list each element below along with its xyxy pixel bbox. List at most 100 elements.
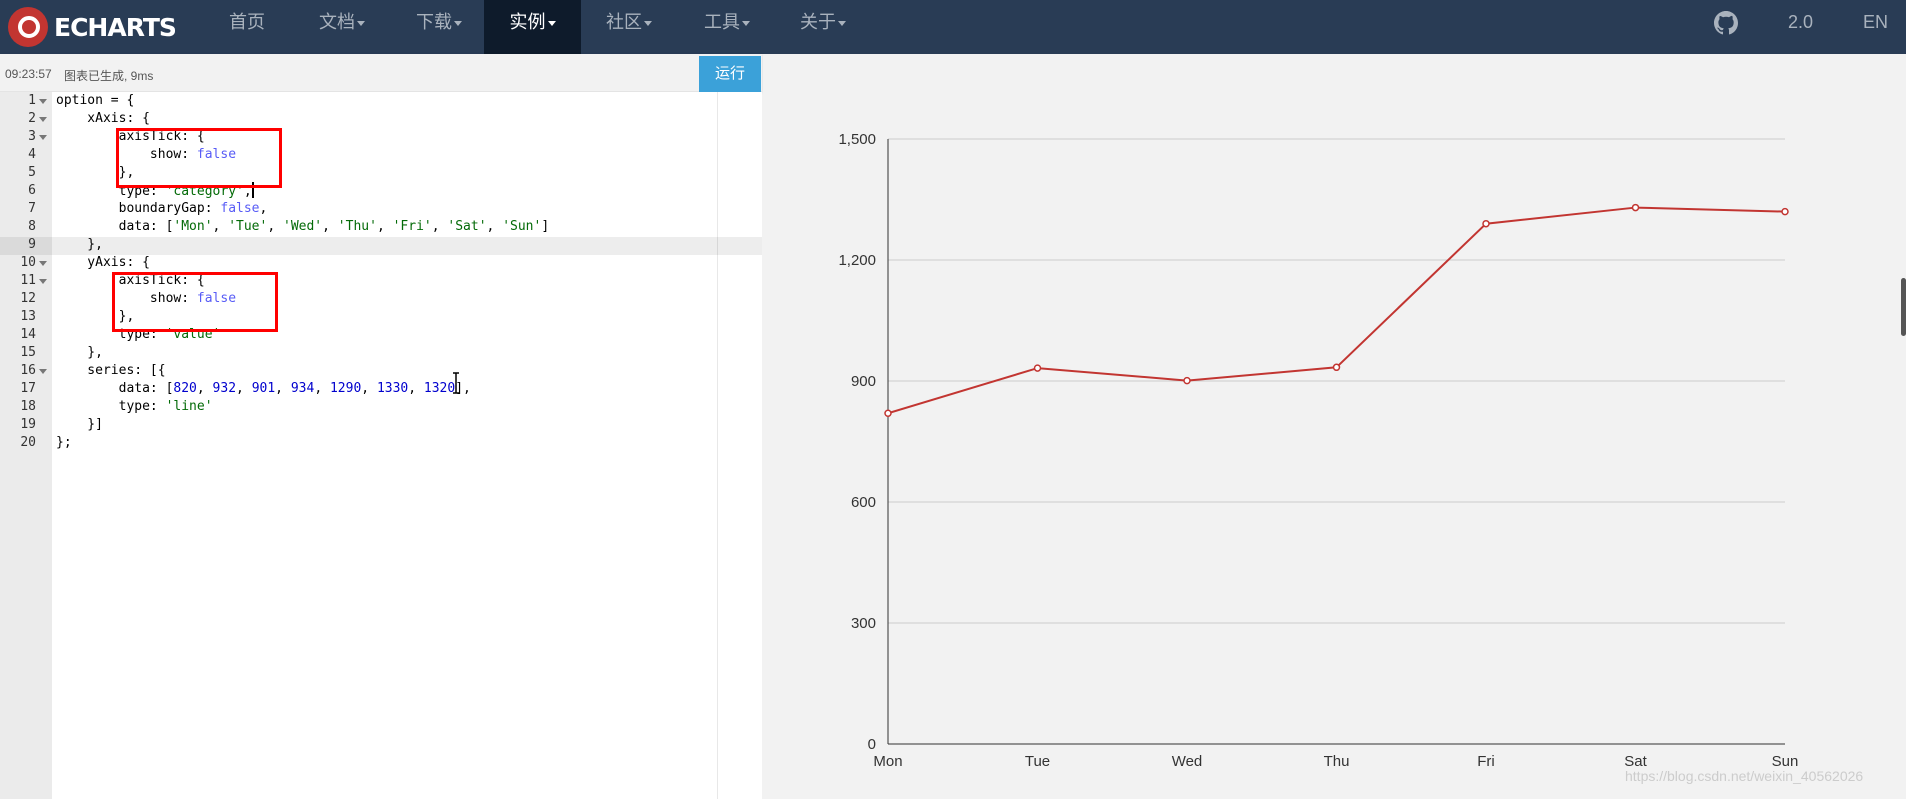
line-number: 19 bbox=[20, 417, 36, 432]
code-line: }, bbox=[56, 345, 103, 360]
code-panel: 09:23:57 图表已生成, 9ms 运行 1 2 3 4 5 6 7 8 9 10 11 12 13… bbox=[0, 54, 762, 799]
nav-item-label: 实例 bbox=[509, 12, 546, 32]
line-number: 16 bbox=[20, 363, 36, 378]
x-tick-label: Thu bbox=[1324, 753, 1350, 770]
caret-down-icon bbox=[357, 20, 365, 26]
editor-gutter bbox=[0, 92, 52, 799]
fold-arrow-icon[interactable] bbox=[39, 99, 47, 104]
line-number: 8 bbox=[28, 219, 36, 234]
navbar: ECHARTS 首页 文档 下载 实例 社区 工具 关于 2.0 EN bbox=[0, 0, 1906, 54]
code-line: series: [{ bbox=[56, 363, 166, 378]
line-number: 14 bbox=[20, 327, 36, 342]
active-line-highlight bbox=[0, 237, 762, 255]
line-number: 12 bbox=[20, 291, 36, 306]
x-tick-label: Sat bbox=[1624, 753, 1647, 770]
print-margin bbox=[717, 92, 718, 799]
annotation-box-yaxis bbox=[112, 272, 278, 332]
y-tick-label: 1,500 bbox=[838, 131, 876, 148]
data-point bbox=[1482, 219, 1490, 228]
code-line: boundaryGap: false, bbox=[56, 201, 268, 216]
nav-item[interactable]: 社区 bbox=[590, 0, 668, 54]
run-button[interactable]: 运行 bbox=[699, 56, 761, 92]
scrollbar-thumb[interactable] bbox=[1901, 278, 1906, 336]
code-line: axisTick: { bbox=[56, 129, 205, 144]
code-line: show: false bbox=[56, 147, 237, 162]
fold-arrow-icon[interactable] bbox=[39, 279, 47, 284]
nav-item[interactable]: 首页 bbox=[214, 0, 280, 54]
code-line: }, bbox=[56, 309, 135, 324]
code-line: axisTick: { bbox=[56, 273, 205, 288]
nav-item[interactable]: 下载 bbox=[400, 0, 478, 54]
github-icon bbox=[1714, 11, 1738, 35]
nav-item-label: 首页 bbox=[229, 12, 265, 32]
line-number: 18 bbox=[20, 399, 36, 414]
ibeam-cursor-icon bbox=[453, 372, 459, 394]
x-tick-label: Tue bbox=[1025, 753, 1050, 770]
line-number: 4 bbox=[28, 147, 36, 162]
line-number: 15 bbox=[20, 345, 36, 360]
code-line: show: false bbox=[56, 291, 237, 306]
line-number: 2 bbox=[28, 111, 36, 126]
code-editor[interactable] bbox=[52, 92, 762, 799]
text-cursor bbox=[251, 182, 254, 198]
fold-arrow-icon[interactable] bbox=[39, 369, 47, 374]
nav-item[interactable]: 文档 bbox=[303, 0, 381, 54]
line-number: 13 bbox=[20, 309, 36, 324]
code-line: xAxis: { bbox=[56, 111, 150, 126]
caret-down-icon bbox=[742, 20, 750, 26]
line-chart[interactable]: 0 300 600 900 1,200 1,500 Mon Tue Wed Thu Fri Sat Su… bbox=[763, 54, 1906, 799]
code-line: }, bbox=[56, 165, 135, 180]
github-link[interactable] bbox=[1714, 0, 1738, 54]
code-line: data: [820, 932, 901, 934, 1290, 1330, 1… bbox=[56, 381, 471, 396]
code-line: }, bbox=[56, 237, 103, 252]
line-number: 17 bbox=[20, 381, 36, 396]
code-line: }] bbox=[56, 417, 103, 432]
code-line: type: 'line' bbox=[56, 399, 213, 414]
data-point bbox=[1781, 207, 1789, 216]
caret-down-icon bbox=[547, 20, 556, 26]
logo-text: ECHARTS bbox=[54, 12, 177, 42]
annotation-box-xaxis bbox=[116, 128, 282, 188]
nav-item[interactable]: 实例 bbox=[484, 0, 581, 54]
status-time: 09:23:57 bbox=[5, 67, 52, 81]
data-point bbox=[1033, 364, 1042, 372]
x-tick-label: Sun bbox=[1772, 753, 1799, 770]
code-line: data: ['Mon', 'Tue', 'Wed', 'Thu', 'Fri'… bbox=[56, 219, 550, 234]
line-number: 9 bbox=[28, 237, 36, 252]
code-line: option = { bbox=[56, 93, 135, 108]
editor-toolbar: 09:23:57 图表已生成, 9ms 运行 bbox=[0, 54, 762, 92]
fold-arrow-icon[interactable] bbox=[39, 261, 47, 266]
line-number: 5 bbox=[28, 165, 36, 180]
watermark: https://blog.csdn.net/weixin_40562026 bbox=[1625, 768, 1864, 784]
line-number: 3 bbox=[28, 129, 36, 144]
code-line: yAxis: { bbox=[56, 255, 150, 270]
data-point bbox=[1631, 203, 1640, 212]
y-tick-label: 900 bbox=[851, 373, 876, 390]
nav-item-label: 工具 bbox=[704, 12, 740, 32]
x-tick-label: Mon bbox=[873, 753, 902, 770]
line-number: 6 bbox=[28, 183, 36, 198]
fold-arrow-icon[interactable] bbox=[39, 135, 47, 140]
line-number: 20 bbox=[20, 435, 36, 450]
version-link[interactable]: 2.0 bbox=[1788, 12, 1814, 32]
x-tick-label: Wed bbox=[1172, 753, 1203, 770]
status-message: 图表已生成, 9ms bbox=[64, 69, 154, 83]
line-number: 7 bbox=[28, 201, 36, 216]
nav-item[interactable]: 工具 bbox=[688, 0, 766, 54]
data-point bbox=[884, 409, 892, 418]
line-number: 10 bbox=[20, 255, 36, 270]
nav-item-label: 社区 bbox=[606, 12, 642, 32]
y-tick-label: 0 bbox=[868, 736, 876, 753]
nav-item[interactable]: 关于 bbox=[784, 0, 862, 54]
line-number: 11 bbox=[20, 273, 36, 288]
y-tick-label: 600 bbox=[851, 494, 876, 511]
nav-item-label: 关于 bbox=[800, 12, 836, 32]
echarts-logo[interactable]: ECHARTS bbox=[8, 6, 177, 48]
y-tick-label: 300 bbox=[851, 615, 876, 632]
x-tick-label: Fri bbox=[1477, 753, 1495, 770]
fold-arrow-icon[interactable] bbox=[39, 117, 47, 122]
line-number: 1 bbox=[28, 93, 36, 108]
caret-down-icon bbox=[838, 20, 846, 26]
data-point bbox=[1332, 363, 1341, 372]
language-link[interactable]: EN bbox=[1863, 12, 1889, 32]
